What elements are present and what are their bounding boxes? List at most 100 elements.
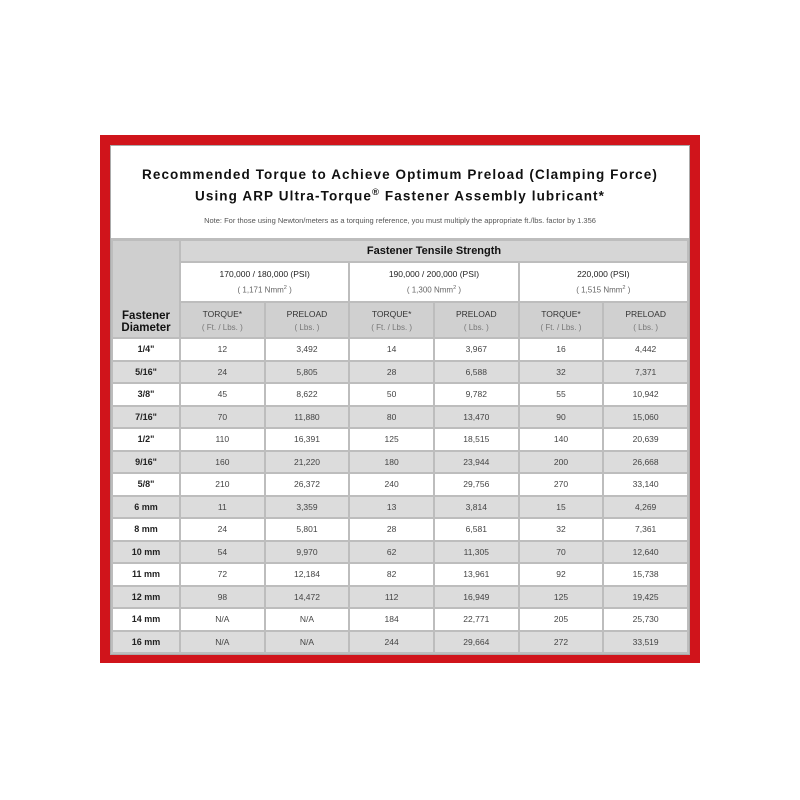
preload-header: PRELOAD( Lbs. ) bbox=[434, 303, 518, 337]
preload-cell: 5,801 bbox=[265, 519, 349, 540]
torque-cell: 50 bbox=[350, 384, 433, 405]
title: Recommended Torque to Achieve Optimum Pr… bbox=[141, 167, 658, 204]
diameter-cell: 6 mm bbox=[113, 496, 179, 517]
strength-header: 170,000 / 180,000 (PSI)( 1,171 Nmm2 ) bbox=[181, 263, 349, 301]
table-row: 3/8" 45 8,622 50 9,782 55 10,942 bbox=[113, 384, 687, 405]
preload-header: PRELOAD( Lbs. ) bbox=[265, 303, 349, 337]
diameter-cell: 1/4" bbox=[113, 339, 179, 360]
red-frame: Recommended Torque to Achieve Optimum Pr… bbox=[100, 135, 700, 663]
torque-cell: 32 bbox=[519, 519, 603, 540]
torque-cell: 55 bbox=[519, 384, 603, 405]
preload-cell: 14,472 bbox=[265, 586, 349, 607]
torque-cell: 13 bbox=[350, 496, 433, 517]
preload-cell: 12,184 bbox=[265, 564, 349, 585]
diameter-cell: 3/8" bbox=[113, 384, 179, 405]
table-row: 1/4" 12 3,492 14 3,967 16 4,442 bbox=[113, 339, 687, 360]
torque-cell: 244 bbox=[350, 631, 433, 652]
preload-cell: 3,359 bbox=[265, 496, 349, 517]
torque-cell: 98 bbox=[181, 586, 264, 607]
strength-header: 190,000 / 200,000 (PSI)( 1,300 Nmm2 ) bbox=[350, 263, 518, 301]
torque-cell: 125 bbox=[519, 586, 603, 607]
preload-cell: 7,361 bbox=[604, 519, 687, 540]
torque-cell: 16 bbox=[519, 339, 603, 360]
preload-cell: 16,391 bbox=[265, 429, 349, 450]
torque-cell: 112 bbox=[350, 586, 433, 607]
table-row: 14 mm N/A N/A 184 22,771 205 25,730 bbox=[113, 609, 687, 630]
torque-cell: 45 bbox=[181, 384, 264, 405]
torque-cell: 184 bbox=[350, 609, 433, 630]
torque-cell: 82 bbox=[350, 564, 433, 585]
torque-cell: 62 bbox=[350, 541, 433, 562]
torque-cell: 140 bbox=[519, 429, 603, 450]
diameter-cell: 10 mm bbox=[113, 541, 179, 562]
torque-cell: 70 bbox=[181, 406, 264, 427]
preload-cell: 13,470 bbox=[434, 406, 518, 427]
preload-cell: 19,425 bbox=[604, 586, 687, 607]
preload-cell: 11,880 bbox=[265, 406, 349, 427]
torque-cell: 12 bbox=[181, 339, 264, 360]
title-area: Recommended Torque to Achieve Optimum Pr… bbox=[111, 146, 689, 238]
torque-table: Fastener Diameter Fastener Tensile Streng… bbox=[111, 239, 689, 654]
torque-cell: 125 bbox=[350, 429, 433, 450]
preload-cell: 29,756 bbox=[434, 474, 518, 495]
torque-cell: 72 bbox=[181, 564, 264, 585]
strength-header: 220,000 (PSI)( 1,515 Nmm2 ) bbox=[519, 263, 687, 301]
preload-cell: 4,442 bbox=[604, 339, 687, 360]
torque-cell: 205 bbox=[519, 609, 603, 630]
preload-cell: 4,269 bbox=[604, 496, 687, 517]
torque-cell: 272 bbox=[519, 631, 603, 652]
torque-cell: 90 bbox=[519, 406, 603, 427]
preload-cell: 6,581 bbox=[434, 519, 518, 540]
preload-cell: 33,140 bbox=[604, 474, 687, 495]
preload-cell: 22,771 bbox=[434, 609, 518, 630]
torque-cell: 15 bbox=[519, 496, 603, 517]
torque-cell: 110 bbox=[181, 429, 264, 450]
table-row: 1/2" 110 16,391 125 18,515 140 20,639 bbox=[113, 429, 687, 450]
preload-cell: 9,970 bbox=[265, 541, 349, 562]
diameter-cell: 16 mm bbox=[113, 631, 179, 652]
preload-cell: 5,805 bbox=[265, 361, 349, 382]
torque-cell: N/A bbox=[181, 609, 264, 630]
diameter-cell: 5/16" bbox=[113, 361, 179, 382]
torque-chart: Recommended Torque to Achieve Optimum Pr… bbox=[110, 145, 690, 655]
torque-cell: 32 bbox=[519, 361, 603, 382]
preload-cell: 15,738 bbox=[604, 564, 687, 585]
diameter-cell: 14 mm bbox=[113, 609, 179, 630]
preload-cell: 12,640 bbox=[604, 541, 687, 562]
preload-cell: 13,961 bbox=[434, 564, 518, 585]
torque-cell: 160 bbox=[181, 451, 264, 472]
torque-cell: 80 bbox=[350, 406, 433, 427]
table-row: 8 mm 24 5,801 28 6,581 32 7,361 bbox=[113, 519, 687, 540]
torque-cell: 210 bbox=[181, 474, 264, 495]
diameter-cell: 9/16" bbox=[113, 451, 179, 472]
preload-cell: 33,519 bbox=[604, 631, 687, 652]
torque-cell: 200 bbox=[519, 451, 603, 472]
torque-cell: 28 bbox=[350, 361, 433, 382]
torque-cell: 70 bbox=[519, 541, 603, 562]
table-row: 7/16" 70 11,880 80 13,470 90 15,060 bbox=[113, 406, 687, 427]
preload-cell: 10,942 bbox=[604, 384, 687, 405]
torque-cell: 180 bbox=[350, 451, 433, 472]
torque-cell: 11 bbox=[181, 496, 264, 517]
preload-cell: 15,060 bbox=[604, 406, 687, 427]
torque-header: TORQUE*( Ft. / Lbs. ) bbox=[350, 303, 433, 337]
preload-cell: 20,639 bbox=[604, 429, 687, 450]
preload-cell: 21,220 bbox=[265, 451, 349, 472]
preload-cell: 8,622 bbox=[265, 384, 349, 405]
preload-cell: N/A bbox=[265, 609, 349, 630]
torque-cell: 92 bbox=[519, 564, 603, 585]
table-row: 10 mm 54 9,970 62 11,305 70 12,640 bbox=[113, 541, 687, 562]
preload-cell: 26,372 bbox=[265, 474, 349, 495]
table-row: 9/16" 160 21,220 180 23,944 200 26,668 bbox=[113, 451, 687, 472]
preload-cell: 3,492 bbox=[265, 339, 349, 360]
torque-cell: 240 bbox=[350, 474, 433, 495]
preload-cell: N/A bbox=[265, 631, 349, 652]
table-row: 5/8" 210 26,372 240 29,756 270 33,140 bbox=[113, 474, 687, 495]
torque-cell: 54 bbox=[181, 541, 264, 562]
preload-cell: 18,515 bbox=[434, 429, 518, 450]
preload-cell: 29,664 bbox=[434, 631, 518, 652]
preload-cell: 23,944 bbox=[434, 451, 518, 472]
preload-cell: 9,782 bbox=[434, 384, 518, 405]
note: Note: For those using Newton/meters as a… bbox=[204, 215, 596, 225]
preload-header: PRELOAD( Lbs. ) bbox=[604, 303, 687, 337]
